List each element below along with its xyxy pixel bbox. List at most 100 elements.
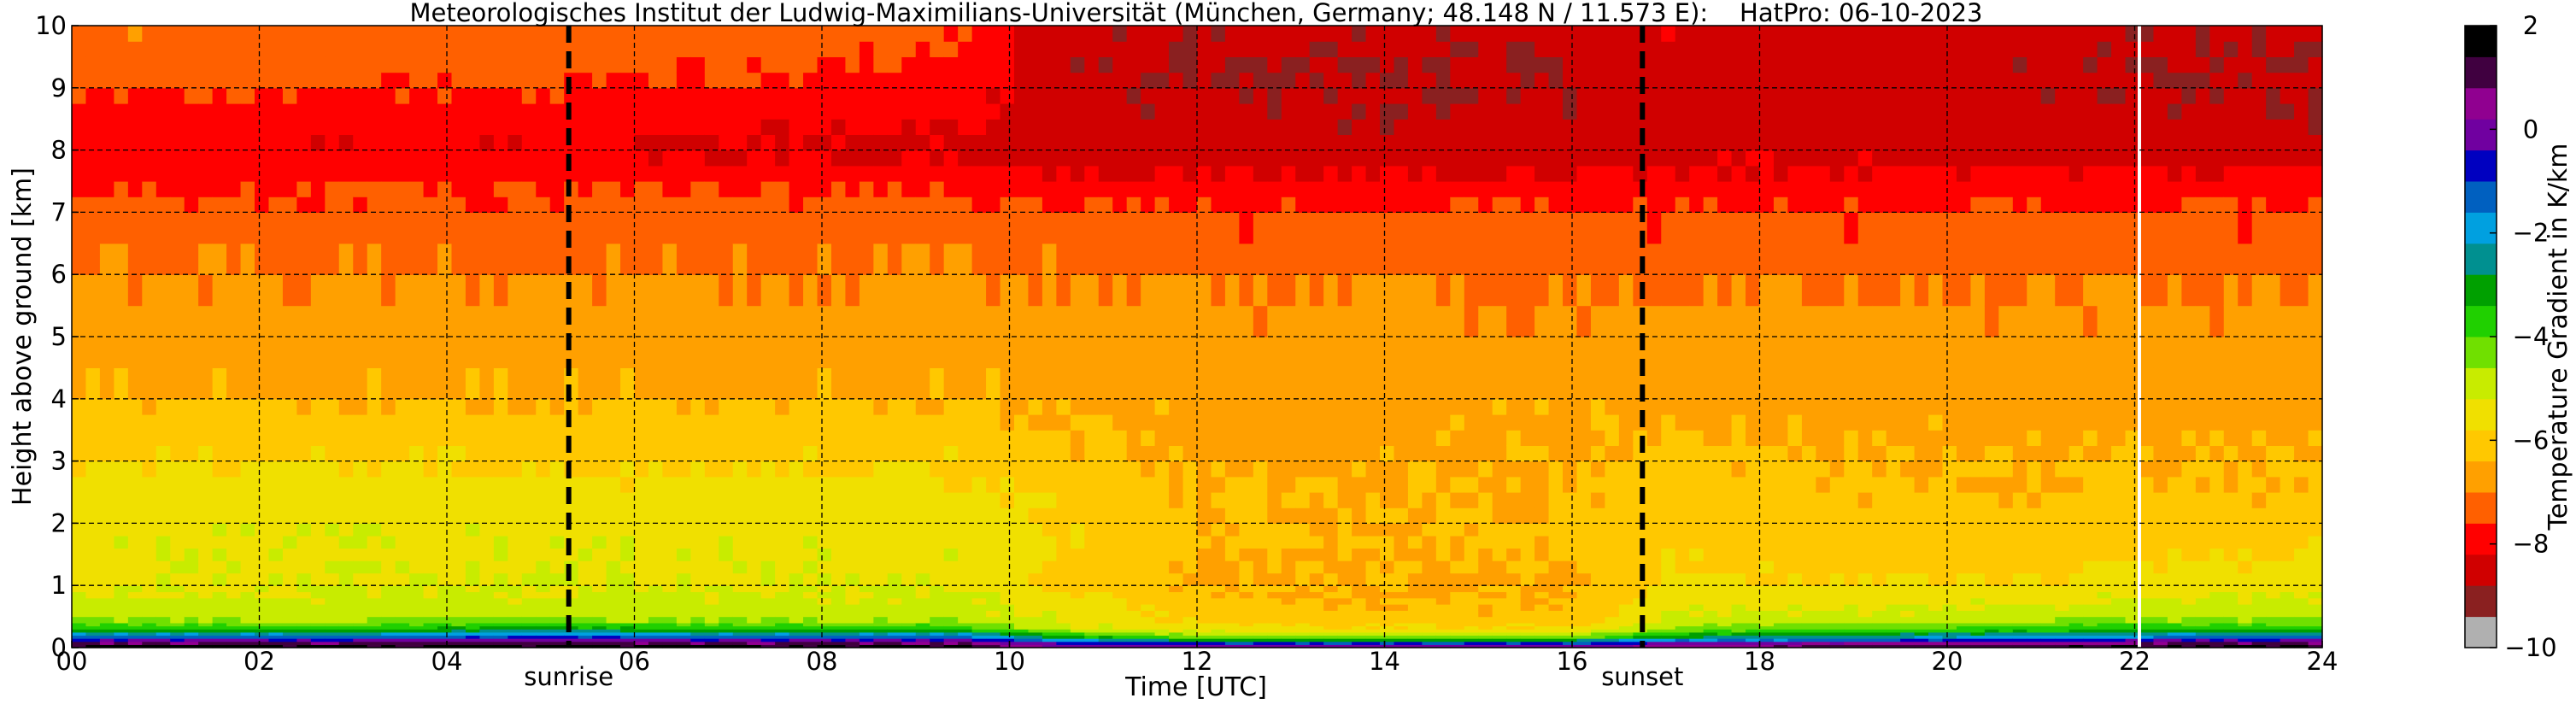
heatmap-cell bbox=[1352, 548, 1367, 561]
heatmap-cell bbox=[873, 367, 889, 400]
heatmap-cell bbox=[1380, 629, 1395, 633]
heatmap-cell bbox=[1084, 638, 1100, 642]
heatmap-cell bbox=[1281, 597, 1296, 605]
heatmap-cell bbox=[1309, 635, 1324, 639]
heatmap-cell bbox=[1309, 572, 1324, 586]
heatmap-cell bbox=[536, 597, 551, 605]
heatmap-cell bbox=[479, 591, 495, 599]
heatmap-cell bbox=[803, 625, 819, 630]
heatmap-cell bbox=[1281, 591, 1296, 599]
heatmap-cell bbox=[1394, 430, 1409, 446]
heatmap-cell bbox=[240, 597, 255, 605]
heatmap-cell bbox=[142, 414, 157, 431]
heatmap-cell bbox=[943, 644, 959, 648]
heatmap-cell bbox=[437, 367, 453, 400]
heatmap-cell bbox=[803, 197, 819, 213]
heatmap-cell bbox=[1534, 103, 1550, 120]
heatmap-cell bbox=[1394, 367, 1409, 400]
heatmap-cell bbox=[1450, 560, 1465, 574]
heatmap-cell bbox=[690, 150, 706, 167]
heatmap-cell bbox=[620, 26, 636, 42]
heatmap-cell bbox=[760, 430, 776, 446]
heatmap-cell bbox=[198, 430, 214, 446]
heatmap-cell bbox=[943, 597, 959, 605]
heatmap-cell bbox=[1056, 305, 1071, 337]
heatmap-cell bbox=[268, 181, 284, 197]
heatmap-cell bbox=[1605, 119, 1620, 135]
heatmap-cell bbox=[986, 367, 1001, 400]
heatmap-cell bbox=[1295, 604, 1311, 611]
heatmap-cell bbox=[1337, 337, 1353, 368]
heatmap-cell bbox=[1281, 638, 1296, 642]
heatmap-cell bbox=[1182, 644, 1198, 648]
heatmap-cell bbox=[704, 72, 719, 89]
heatmap-cell bbox=[536, 635, 551, 639]
heatmap-cell bbox=[606, 430, 621, 446]
heatmap-cell bbox=[859, 87, 874, 104]
heatmap-cell bbox=[1380, 616, 1395, 624]
heatmap-cell bbox=[719, 591, 734, 599]
heatmap-cell bbox=[704, 548, 719, 561]
heatmap-cell bbox=[803, 597, 819, 605]
heatmap-cell bbox=[1141, 625, 1156, 630]
heatmap-cell bbox=[803, 591, 819, 599]
heatmap-cell bbox=[1450, 274, 1465, 307]
heatmap-cell bbox=[1141, 641, 1156, 645]
heatmap-cell bbox=[142, 181, 157, 197]
heatmap-cell bbox=[1534, 274, 1550, 307]
heatmap-cell bbox=[1267, 638, 1282, 642]
heatmap-cell bbox=[1126, 103, 1141, 120]
heatmap-cell bbox=[1295, 56, 1311, 73]
heatmap-cell bbox=[1407, 134, 1423, 151]
heatmap-cell bbox=[536, 616, 551, 624]
heatmap-cell bbox=[873, 197, 889, 213]
heatmap-cell bbox=[789, 337, 804, 368]
heatmap-cell bbox=[1253, 560, 1268, 574]
heatmap-cell bbox=[690, 430, 706, 446]
heatmap-cell bbox=[971, 476, 987, 493]
heatmap-cell bbox=[845, 212, 860, 244]
heatmap-cell bbox=[958, 476, 973, 493]
heatmap-cell bbox=[859, 103, 874, 120]
heatmap-cell bbox=[268, 134, 284, 151]
heatmap-cell bbox=[606, 572, 621, 586]
heatmap-cell bbox=[1281, 119, 1296, 135]
heatmap-cell bbox=[212, 398, 227, 415]
heatmap-cell bbox=[1365, 635, 1381, 639]
heatmap-cell bbox=[1042, 165, 1057, 182]
heatmap-cell bbox=[690, 26, 706, 42]
heatmap-cell bbox=[704, 641, 719, 645]
heatmap-cell bbox=[114, 492, 129, 508]
heatmap-cell bbox=[732, 243, 748, 275]
heatmap-cell bbox=[212, 631, 227, 637]
heatmap-cell bbox=[845, 591, 860, 599]
heatmap-cell bbox=[845, 165, 860, 182]
heatmap-cell bbox=[1492, 572, 1507, 586]
heatmap-cell bbox=[1590, 629, 1606, 633]
heatmap-cell bbox=[423, 616, 438, 624]
heatmap-cell bbox=[1548, 367, 1564, 400]
heatmap-cell bbox=[986, 597, 1001, 605]
heatmap-cell bbox=[1365, 150, 1381, 167]
heatmap-cell bbox=[1422, 616, 1437, 624]
heatmap-cell bbox=[1520, 445, 1535, 462]
heatmap-cell bbox=[873, 492, 889, 508]
heatmap-cell bbox=[1154, 134, 1170, 151]
heatmap-cell bbox=[1182, 119, 1198, 135]
heatmap-cell bbox=[620, 274, 636, 307]
heatmap-cell bbox=[1267, 274, 1282, 307]
heatmap-cell bbox=[170, 641, 185, 645]
heatmap-cell bbox=[1295, 625, 1311, 630]
heatmap-cell bbox=[1239, 134, 1254, 151]
heatmap-cell bbox=[817, 597, 832, 605]
heatmap-cell bbox=[704, 26, 719, 42]
heatmap-cell bbox=[127, 430, 143, 446]
heatmap-cell bbox=[437, 56, 453, 73]
heatmap-cell bbox=[1084, 610, 1100, 618]
heatmap-cell bbox=[1506, 610, 1522, 618]
heatmap-cell bbox=[1224, 26, 1240, 42]
heatmap-cell bbox=[479, 150, 495, 167]
heatmap-cell bbox=[255, 41, 270, 57]
heatmap-cell bbox=[1548, 492, 1564, 508]
heatmap-cell bbox=[198, 212, 214, 244]
